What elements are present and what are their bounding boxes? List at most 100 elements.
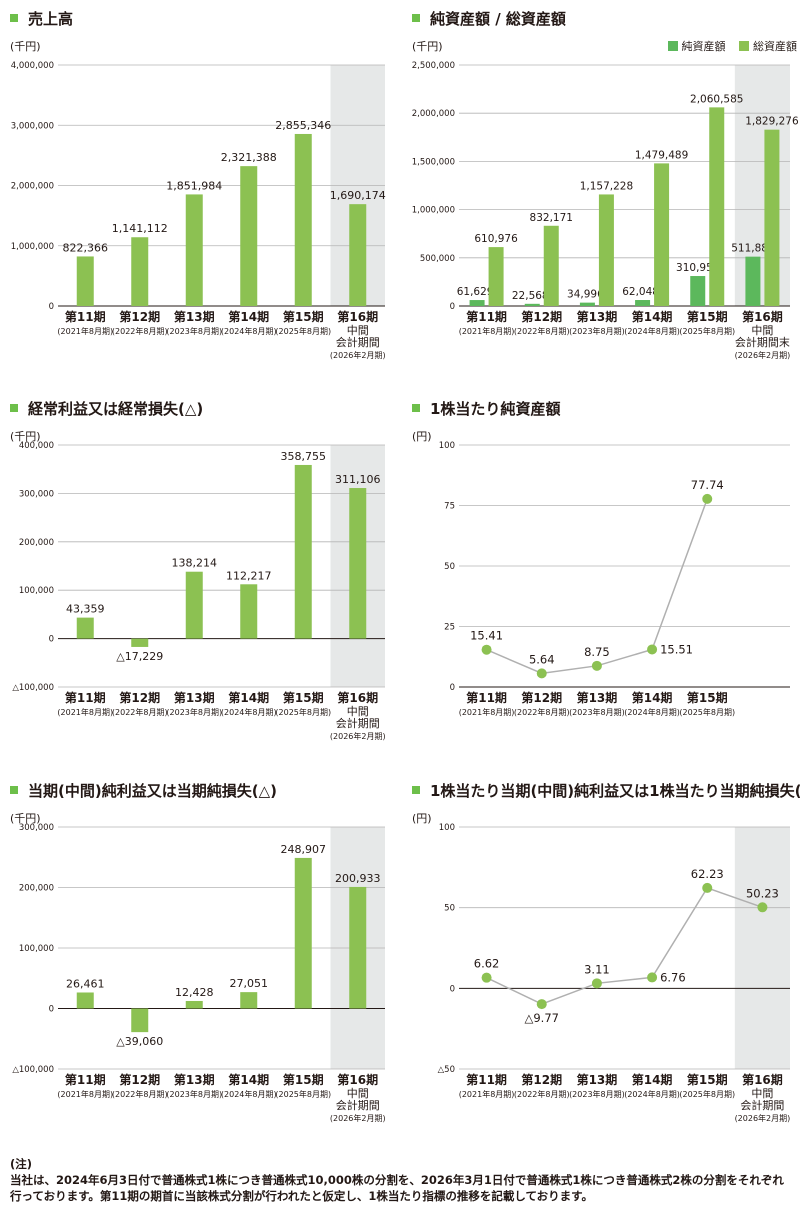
x-category-sublabel: 中間 (751, 324, 773, 337)
unit-label: (千円) (10, 812, 41, 825)
point-value-label: 6.62 (474, 957, 500, 971)
y-tick-label: 2,000,000 (412, 109, 455, 119)
bar-value-label: △17,229 (116, 650, 163, 663)
unit-label: (千円) (10, 430, 41, 443)
chart-title: 経常利益又は経常損失(△) (10, 400, 203, 418)
x-category-sublabel: 会計期間 (336, 335, 380, 349)
title-square-icon (412, 786, 420, 794)
x-category-label: 第15期 (687, 1072, 728, 1087)
point-value-label: 62.23 (691, 867, 724, 881)
chart-panel-net-income: 当期(中間)純利益又は当期純損失(△) (千円) △100,000 0 100,00… (10, 782, 390, 1152)
eps-line-chart: △50 0 50 100 第11期 (2021年8月期) 第12期 (2022年8月期) 第13… (438, 823, 791, 1123)
y-tick-label: 75 (444, 502, 455, 512)
y-tick-label: 100 (439, 823, 455, 833)
chart-panel-eps: 1株当たり当期(中間)純利益又は1株当たり当期純損失(△) (円) △50 0 50… (412, 782, 800, 1152)
chart-title: 1株当たり純資産額 (412, 400, 560, 418)
bar-value-label: 138,214 (172, 557, 218, 570)
title-square-icon (412, 14, 420, 22)
x-category-sublabel: (2021年8月期) (459, 1089, 515, 1099)
x-category-sublabel: 中間 (347, 705, 369, 718)
bar-value-label: 1,829,276 (745, 116, 799, 128)
x-category-label: 第13期 (577, 309, 618, 324)
x-category-sublabel: (2022年8月期) (514, 1089, 570, 1099)
bar-value-label: 61,629 (457, 286, 494, 298)
bar (185, 571, 203, 639)
chart-title: 当期(中間)純利益又は当期純損失(△) (10, 782, 277, 800)
bar-value-label: 1,157,228 (580, 180, 633, 192)
ordinary-profit-bar-chart: △100,000 0 100,000 200,000 300,000 400,000 第11… (12, 441, 386, 741)
x-category-sublabel: 会計期間 (740, 1098, 784, 1112)
footnote-text: 当社は、2024年6月3日付で普通株式1株につき普通株式10,000株の分割を、… (10, 1173, 784, 1203)
bar (349, 488, 367, 639)
x-category-sublabel: (2022年8月期) (514, 707, 570, 717)
x-category-label: 第16期 (742, 309, 783, 324)
data-point (481, 972, 492, 983)
x-category-sublabel: 中間 (751, 1087, 773, 1100)
x-category-label: 第12期 (521, 690, 562, 705)
point-value-label: 15.51 (660, 642, 693, 656)
y-tick-label: 2,000,000 (11, 182, 54, 192)
x-category-sublabel: 中間 (347, 324, 369, 337)
y-tick-label: 300,000 (19, 823, 54, 833)
y-tick-label: 200,000 (19, 884, 54, 894)
x-category-label: 第15期 (687, 690, 728, 705)
x-category-sublabel: (2023年8月期) (569, 326, 625, 336)
data-point (647, 644, 658, 655)
x-category-sublabel: (2023年8月期) (166, 326, 222, 336)
y-tick-label: 1,000,000 (11, 242, 54, 252)
x-category-label: 第13期 (174, 690, 215, 705)
x-category-sublabel: (2025年8月期) (275, 1089, 331, 1099)
bar-value-label: 832,171 (530, 212, 573, 224)
bar (294, 133, 312, 306)
bar-net-assets (635, 300, 651, 306)
x-category-sublabel: (2025年8月期) (275, 707, 331, 717)
x-category-label: 第12期 (119, 1072, 160, 1087)
x-category-label: 第15期 (283, 1072, 324, 1087)
y-tick-label: 25 (444, 623, 455, 633)
x-category-sublabel: (2026年2月期) (735, 350, 791, 360)
y-tick-label: 300,000 (19, 489, 54, 499)
title-square-icon (412, 404, 420, 412)
bar (240, 584, 258, 639)
bar-value-label: 511,889 (731, 243, 774, 255)
data-point (702, 493, 713, 504)
net-income-bar-chart: △100,000 0 100,000 200,000 300,000 第11期 (2021年… (12, 823, 385, 1123)
bar (349, 886, 367, 1009)
x-category-label: 第11期 (65, 1072, 106, 1087)
y-tick-label: △50 (438, 1065, 455, 1075)
bar (294, 464, 312, 639)
x-category-sublabel: (2024年8月期) (221, 707, 277, 717)
title-square-icon (10, 14, 18, 22)
x-category-label: 第14期 (228, 1072, 269, 1087)
series-line (486, 887, 763, 1005)
point-value-label: 8.75 (584, 645, 610, 659)
unit-label: (千円) (10, 40, 41, 53)
data-point (481, 644, 492, 655)
bar (185, 1000, 203, 1009)
x-category-label: 第13期 (577, 1072, 618, 1087)
y-tick-label: 0 (450, 683, 455, 693)
point-value-label: 3.11 (584, 962, 610, 976)
chart-title: 純資産額 / 総資産額 (412, 10, 566, 28)
point-value-label: 15.41 (470, 629, 503, 643)
x-category-sublabel: (2026年2月期) (330, 731, 386, 741)
legend-label-total-assets: 総資産額 (753, 40, 797, 53)
bar-value-label: 310,956 (676, 262, 720, 274)
y-tick-label: 100 (439, 441, 455, 451)
bar-value-label: 43,359 (66, 603, 105, 616)
bar (131, 1008, 149, 1033)
x-category-label: 第11期 (466, 690, 507, 705)
bar-value-label: 62,048 (622, 286, 659, 298)
bar-value-label: △39,060 (116, 1035, 163, 1048)
y-tick-label: △100,000 (12, 1065, 54, 1075)
bar (76, 992, 94, 1009)
x-category-sublabel: (2024年8月期) (624, 1089, 680, 1099)
bar (349, 204, 367, 306)
x-category-sublabel: (2023年8月期) (166, 1089, 222, 1099)
bar (76, 256, 94, 306)
x-category-label: 第15期 (283, 690, 324, 705)
data-point (536, 668, 547, 679)
bar-value-label: 34,996 (567, 289, 604, 301)
y-tick-label: 200,000 (19, 538, 54, 548)
data-point (702, 882, 713, 893)
